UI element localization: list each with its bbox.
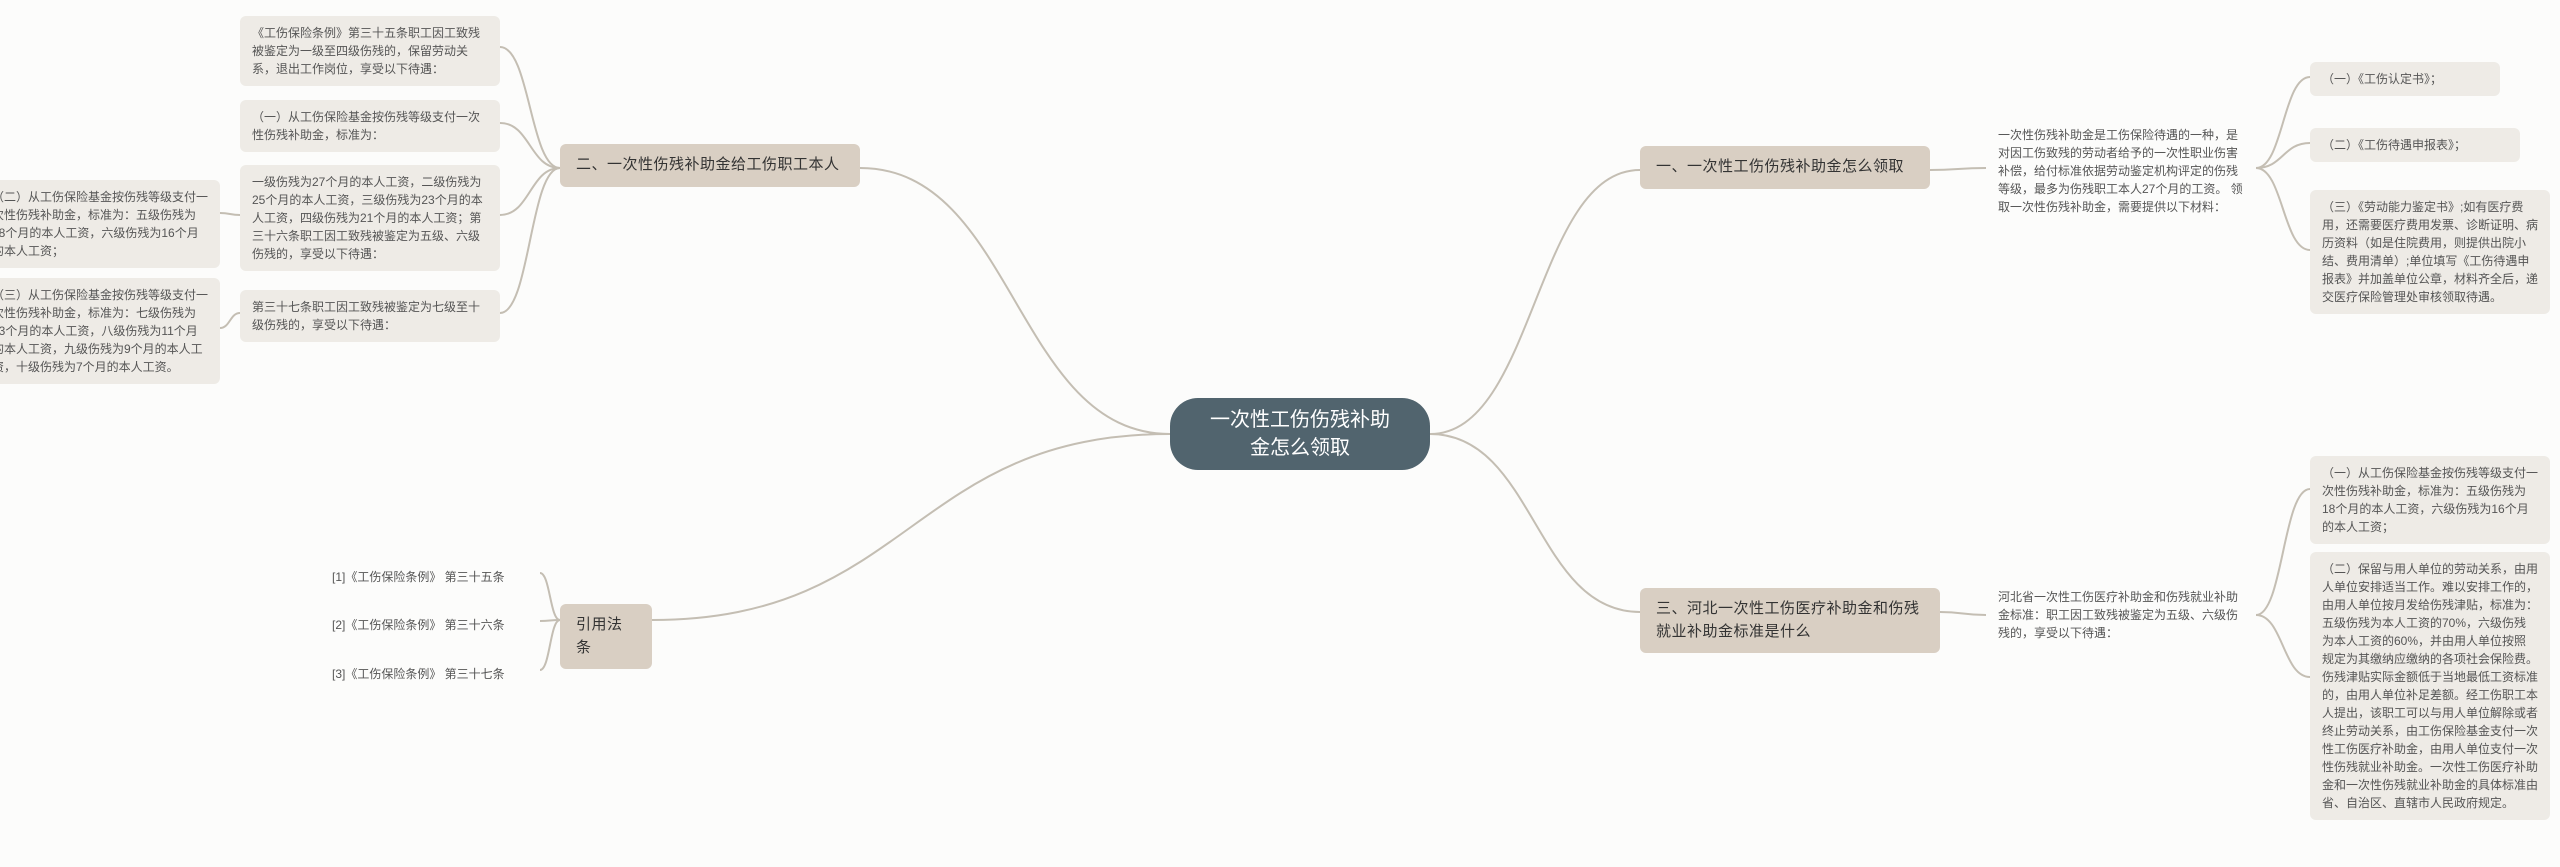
branch-4[interactable]: 引用法条 [560, 604, 652, 669]
connector [540, 620, 560, 621]
leaf-b3-a: （一）从工伤保险基金按伤残等级支付一次性伤残补助金，标准为：五级伤残为18个月的… [2310, 456, 2550, 544]
connector [2256, 168, 2310, 250]
connector [860, 168, 1170, 434]
branch-1-label: 一、一次性工伤伤残补助金怎么领取 [1656, 156, 1904, 179]
connector [500, 168, 560, 215]
connector [2256, 77, 2310, 168]
branch-3[interactable]: 三、河北一次性工伤医疗补助金和伤残就业补助金标准是什么 [1640, 588, 1940, 653]
leaf-b2-d: 第三十七条职工因工致残被鉴定为七级至十级伤残的，享受以下待遇： [240, 290, 500, 342]
branch-1[interactable]: 一、一次性工伤伤残补助金怎么领取 [1640, 146, 1930, 189]
leaf-b1-b: （二）《工伤待遇申报表》； [2310, 128, 2520, 162]
connector [1430, 434, 1640, 612]
branch-4-label: 引用法条 [576, 614, 636, 659]
leaf-b1-a: （一）《工伤认定书》； [2310, 62, 2500, 96]
connector [500, 47, 560, 168]
branch-3-label: 三、河北一次性工伤医疗补助金和伤残就业补助金标准是什么 [1656, 598, 1924, 643]
leaf-b2-b: （一）从工伤保险基金按伤残等级支付一次性伤残补助金，标准为： [240, 100, 500, 152]
connector [540, 573, 560, 620]
connector [652, 434, 1170, 620]
connector [2256, 615, 2310, 677]
connector [1940, 612, 1986, 615]
center-label: 一次性工伤伤残补助金怎么领取 [1202, 406, 1398, 462]
connector [2256, 143, 2310, 168]
center-node[interactable]: 一次性工伤伤残补助金怎么领取 [1170, 398, 1430, 470]
branch-2-label: 二、一次性伤残补助金给工伤职工本人 [576, 154, 840, 177]
connector [1430, 170, 1640, 434]
leaf-b2-c: 一级伤残为27个月的本人工资，二级伤残为25个月的本人工资，三级伤残为23个月的… [240, 165, 500, 271]
leaf-b3-b: （二）保留与用人单位的劳动关系，由用人单位安排适当工作。难以安排工作的，由用人单… [2310, 552, 2550, 820]
connector [220, 213, 240, 215]
leaf-b1-intro: 一次性伤残补助金是工伤保险待遇的一种，是对因工伤致残的劳动者给予的一次性职业伤害… [1986, 118, 2256, 224]
connector [500, 123, 560, 168]
branch-2[interactable]: 二、一次性伤残补助金给工伤职工本人 [560, 144, 860, 187]
leaf-b2-a: 《工伤保险条例》第三十五条职工因工致残被鉴定为一级至四级伤残的，保留劳动关系，退… [240, 16, 500, 86]
connector [1930, 168, 1986, 170]
connector [540, 620, 560, 670]
leaf-b2-c-sub: （二）从工伤保险基金按伤残等级支付一次性伤残补助金，标准为：五级伤残为18个月的… [0, 180, 220, 268]
leaf-b3-intro: 河北省一次性工伤医疗补助金和伤残就业补助金标准：职工因工致残被鉴定为五级、六级伤… [1986, 580, 2256, 650]
leaf-b2-d-sub: （三）从工伤保险基金按伤残等级支付一次性伤残补助金，标准为：七级伤残为13个月的… [0, 278, 220, 384]
leaf-b1-c: （三）《劳动能力鉴定书》;如有医疗费用，还需要医疗费用发票、诊断证明、病历资料（… [2310, 190, 2550, 314]
leaf-b4-c: [3]《工伤保险条例》 第三十七条 [320, 657, 540, 691]
leaf-b4-a: [1]《工伤保险条例》 第三十五条 [320, 560, 540, 594]
connector [500, 168, 560, 313]
connector [2256, 489, 2310, 615]
leaf-b4-b: [2]《工伤保险条例》 第三十六条 [320, 608, 540, 642]
connector [220, 313, 240, 328]
